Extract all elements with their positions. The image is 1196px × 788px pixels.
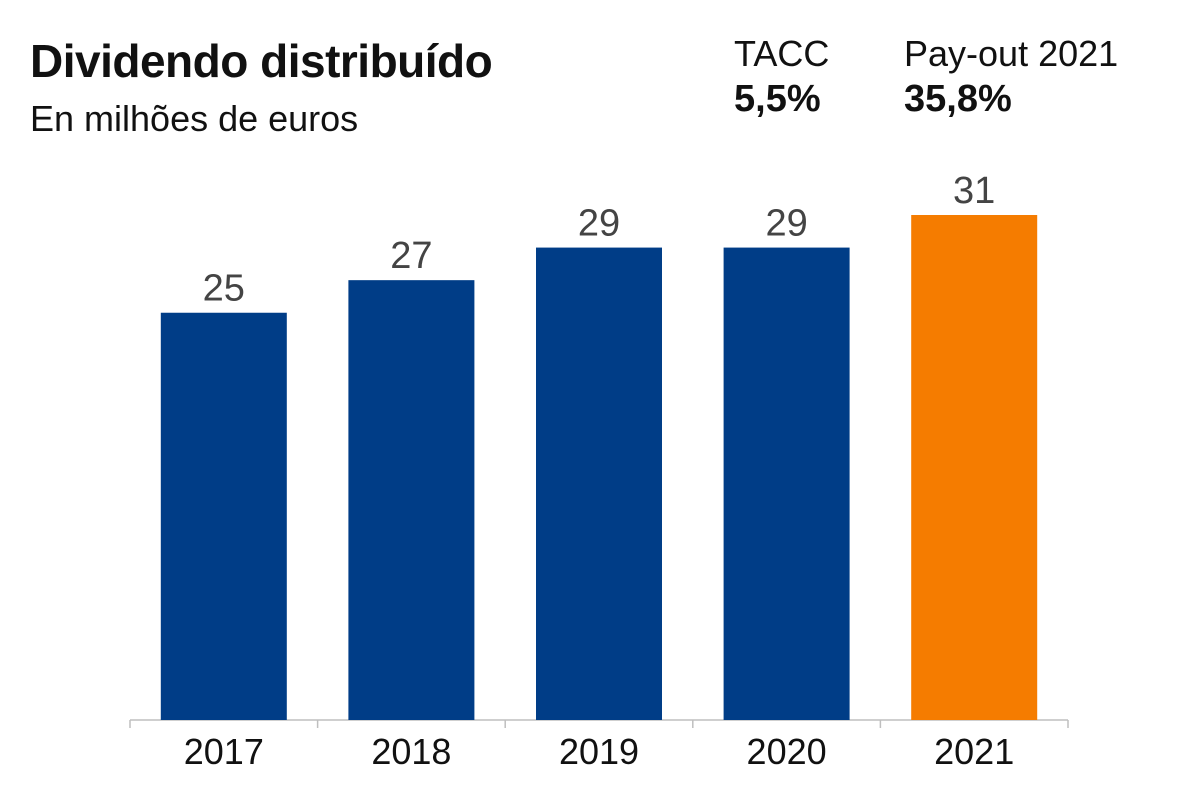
bar-value-label-2017: 25: [203, 268, 245, 310]
chart-subtitle: En milhões de euros: [30, 98, 359, 139]
x-tick-label-2019: 2019: [559, 731, 639, 772]
kpi-payout: Pay-out 2021 35,8%: [904, 32, 1118, 122]
x-tick-label-2017: 2017: [184, 731, 264, 772]
kpi-payout-label: Pay-out 2021: [904, 33, 1119, 74]
bar-value-label-2018: 27: [390, 235, 432, 277]
bar-2017: [160, 312, 287, 720]
bar-2021: [911, 215, 1038, 720]
kpi-tacc-value: 5,5%: [734, 78, 821, 120]
bar-value-label-2019: 29: [578, 203, 620, 245]
bar-2020: [723, 247, 850, 721]
x-tick-label-2020: 2020: [747, 731, 827, 772]
kpi-payout-value: 35,8%: [904, 78, 1012, 120]
x-tick-label-2018: 2018: [371, 731, 451, 772]
bar-2018: [348, 280, 475, 720]
bar-2019: [536, 247, 662, 721]
chart-title: Dividendo distribuído: [30, 35, 493, 87]
kpi-tacc-label: TACC: [734, 33, 830, 74]
kpi-tacc: TACC 5,5%: [734, 32, 829, 122]
x-tick-label-2021: 2021: [934, 731, 1014, 772]
bar-value-label-2021: 31: [953, 170, 995, 212]
bar-value-label-2020: 29: [765, 203, 807, 245]
